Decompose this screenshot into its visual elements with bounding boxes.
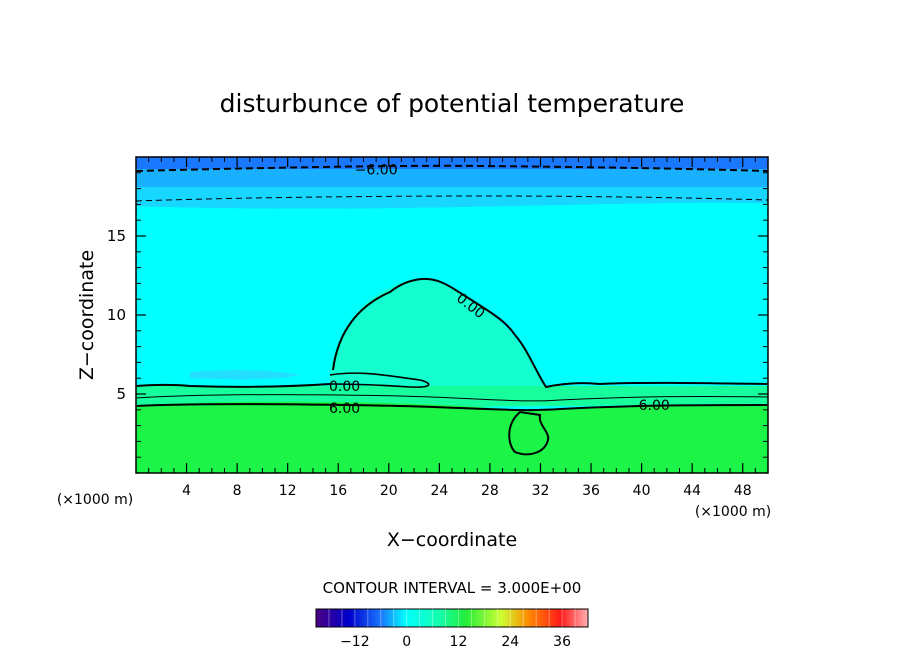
colorbar-tick-label: 12	[450, 634, 468, 650]
x-tick-label: 4	[182, 483, 191, 499]
x-tick-label: 20	[380, 483, 398, 499]
x-tick-label: 12	[279, 483, 297, 499]
x-tick-label: 48	[734, 483, 752, 499]
x-tick-label: 24	[430, 483, 448, 499]
y-tick-label: 5	[116, 385, 126, 403]
x-tick-label: 8	[233, 483, 242, 499]
contour-neg3	[135, 195, 769, 202]
contour-label: 6.00	[329, 401, 360, 417]
x-unit-right: (×1000 m)	[695, 504, 771, 520]
contour-label: 6.00	[639, 398, 670, 414]
contour-zero-left	[135, 383, 331, 388]
colorbar-tick-label: 0	[402, 634, 411, 650]
colorbar-ticks: −12 0 12 24 36	[340, 634, 571, 650]
colorbar-tick-label: 36	[553, 634, 571, 650]
y-axis-label: Z−coordinate	[76, 250, 98, 380]
x-tick-label: 44	[683, 483, 701, 499]
x-tick-label: 28	[481, 483, 499, 499]
colorbar-tick-label: 24	[501, 634, 519, 650]
chart-title: disturbunce of potential temperature	[220, 89, 685, 118]
field-green	[136, 401, 768, 473]
y-tick-label: 10	[107, 306, 126, 324]
x-tick-label: 16	[329, 483, 347, 499]
colorbar	[315, 608, 589, 628]
contour-six-blob	[508, 410, 550, 456]
field-upper-band-2	[136, 187, 768, 209]
contour-zero-lobe	[329, 372, 430, 388]
field-blue-patch	[190, 370, 300, 380]
colorbar-divisions	[328, 609, 576, 627]
field-dome	[330, 279, 545, 400]
contour-label: −6.00	[355, 163, 398, 179]
x-axis-label: X−coordinate	[387, 529, 517, 551]
contour-neg6	[135, 164, 769, 172]
x-tick-label: 36	[582, 483, 600, 499]
contour-six	[135, 403, 769, 412]
field-top-band	[136, 157, 768, 169]
contour-label: 0.00	[329, 379, 360, 395]
colorbar-tick-label: −12	[340, 634, 370, 650]
contour-interval: CONTOUR INTERVAL = 3.000E+00	[323, 579, 582, 597]
contour-zero-dome	[332, 277, 769, 389]
y-tick-label: 15	[107, 227, 126, 245]
plot-area: −6.000.000.006.00 6.00 4 8 12 16 20 24 28 32 36 40…	[107, 156, 769, 499]
contour-labels: −6.000.000.006.00 6.00	[329, 163, 670, 418]
x-tick-label: 40	[633, 483, 651, 499]
contour-three	[135, 394, 769, 402]
x-unit-left: (×1000 m)	[57, 492, 133, 508]
x-tick-label: 32	[532, 483, 550, 499]
